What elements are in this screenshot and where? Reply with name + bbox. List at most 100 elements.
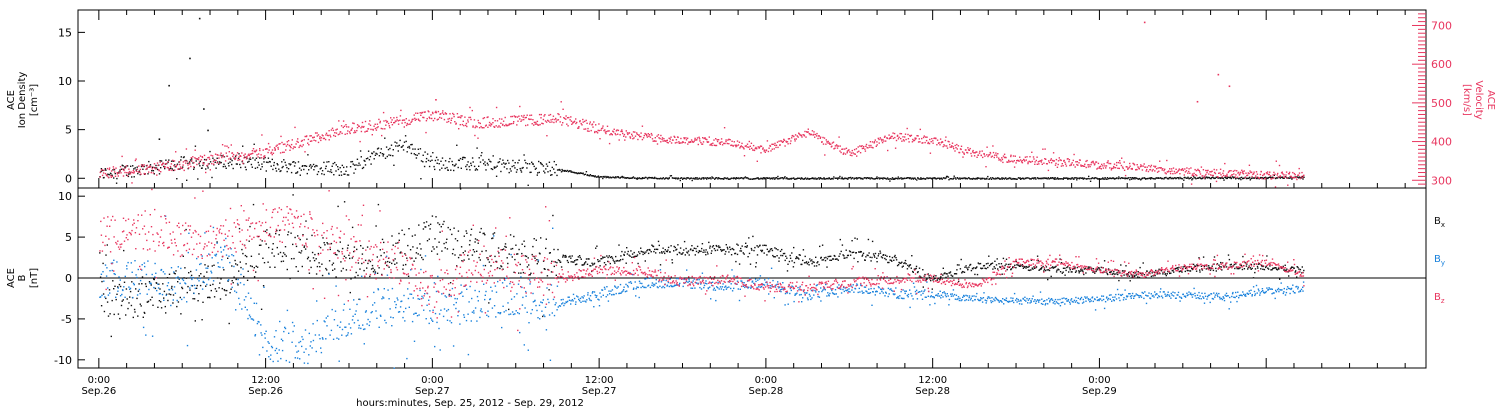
by-point bbox=[220, 246, 222, 249]
bx-point bbox=[878, 253, 880, 255]
velocity-point bbox=[729, 139, 731, 141]
velocity-point bbox=[1293, 172, 1296, 175]
bx-point bbox=[466, 232, 468, 234]
velocity-point bbox=[430, 114, 432, 116]
velocity-point bbox=[292, 147, 294, 150]
ion-density-point bbox=[632, 176, 635, 178]
bx-point bbox=[1236, 267, 1238, 270]
bx-point bbox=[1120, 264, 1122, 266]
bx-point bbox=[760, 249, 762, 252]
ion-density-point bbox=[646, 178, 649, 180]
velocity-point bbox=[970, 152, 972, 155]
velocity-point bbox=[673, 135, 675, 138]
bx-point bbox=[749, 263, 752, 265]
bx-point bbox=[304, 248, 307, 250]
bx-point bbox=[1158, 268, 1160, 270]
ion-density-point bbox=[694, 177, 697, 179]
velocity-point bbox=[1239, 173, 1241, 175]
ion-density-point bbox=[807, 178, 809, 180]
bx-point bbox=[547, 268, 549, 271]
density-tick-label: 0 bbox=[65, 172, 72, 185]
velocity-point bbox=[1259, 173, 1262, 176]
bx-point bbox=[720, 248, 722, 251]
ion-density-point bbox=[1102, 178, 1104, 180]
ion-density-point bbox=[703, 178, 705, 180]
ion-density-point bbox=[360, 156, 362, 158]
bx-point bbox=[339, 241, 341, 243]
ion-density-point bbox=[1175, 177, 1177, 179]
ion-density-point bbox=[717, 178, 719, 180]
velocity-tick-label: 600 bbox=[1431, 58, 1452, 71]
bx-point bbox=[454, 238, 457, 240]
ion-density-point bbox=[738, 177, 740, 180]
bx-point bbox=[299, 238, 301, 241]
ion-density-point bbox=[1240, 178, 1242, 181]
ion-density-point bbox=[107, 173, 109, 175]
ion-density-point bbox=[816, 178, 819, 180]
bx-point bbox=[1239, 267, 1241, 269]
bx-point bbox=[1110, 270, 1112, 273]
bx-point bbox=[1112, 272, 1114, 275]
velocity-point bbox=[422, 116, 424, 119]
velocity-point bbox=[377, 126, 379, 128]
velocity-point bbox=[712, 142, 714, 144]
ion-density-point bbox=[777, 175, 779, 178]
bx-point bbox=[1130, 274, 1133, 276]
bx-point bbox=[225, 294, 227, 296]
velocity-point bbox=[629, 136, 631, 138]
velocity-point bbox=[476, 126, 478, 128]
bx-point bbox=[429, 223, 432, 225]
ion-density-point bbox=[460, 167, 462, 169]
velocity-point bbox=[290, 143, 293, 146]
bx-point bbox=[590, 265, 592, 267]
velocity-point bbox=[423, 111, 425, 113]
bx-point bbox=[1103, 260, 1106, 262]
velocity-point bbox=[366, 130, 369, 132]
ion-density-point bbox=[947, 176, 950, 178]
velocity-point bbox=[708, 136, 710, 138]
velocity-point bbox=[144, 173, 146, 175]
bx-point bbox=[1169, 272, 1171, 275]
bx-point bbox=[795, 256, 798, 258]
bx-point bbox=[181, 286, 183, 289]
ion-density-point bbox=[526, 167, 528, 169]
velocity-point bbox=[153, 166, 155, 169]
by-point bbox=[155, 272, 157, 274]
velocity-point bbox=[634, 131, 636, 133]
ion-density-point bbox=[478, 165, 480, 167]
velocity-point bbox=[516, 124, 518, 126]
bx-point bbox=[868, 252, 870, 254]
velocity-point bbox=[1277, 172, 1279, 175]
by-point bbox=[195, 269, 198, 271]
velocity-point bbox=[1063, 159, 1065, 162]
bx-point bbox=[177, 281, 179, 283]
ion-density-point bbox=[330, 171, 333, 174]
bx-point bbox=[759, 244, 761, 246]
ion-density-point bbox=[862, 178, 864, 180]
ion-density-point bbox=[1103, 178, 1105, 180]
ion-density-point bbox=[1195, 178, 1197, 180]
bx-point bbox=[1035, 266, 1038, 268]
velocity-point bbox=[572, 122, 574, 124]
velocity-point bbox=[647, 133, 649, 135]
ion-density-point bbox=[572, 171, 575, 174]
velocity-point bbox=[213, 163, 215, 165]
bx-point bbox=[1000, 263, 1003, 265]
by-point bbox=[142, 326, 145, 329]
bx-point bbox=[988, 264, 991, 267]
bx-point bbox=[571, 255, 573, 257]
bx-point bbox=[874, 252, 877, 255]
velocity-point bbox=[1141, 169, 1144, 171]
ion-density-point bbox=[936, 177, 938, 180]
ion-density-point bbox=[427, 159, 430, 162]
ion-density-point bbox=[538, 160, 540, 163]
ion-density-point bbox=[519, 167, 521, 170]
velocity-point bbox=[1030, 161, 1032, 163]
bx-point bbox=[99, 252, 101, 254]
ion-density-point bbox=[1029, 178, 1031, 180]
velocity-point bbox=[759, 145, 762, 147]
bx-point bbox=[950, 274, 952, 276]
bx-point bbox=[913, 268, 916, 270]
velocity-point bbox=[346, 126, 348, 128]
by-point bbox=[123, 286, 125, 288]
